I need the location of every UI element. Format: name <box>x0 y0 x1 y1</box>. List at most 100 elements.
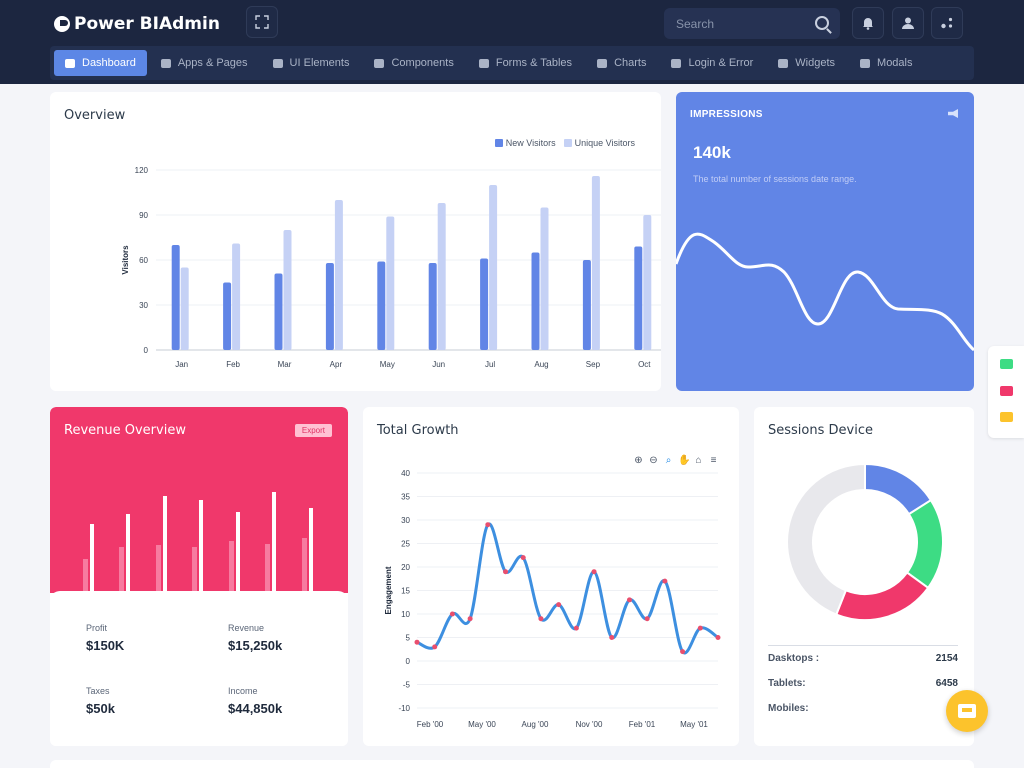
y-tick-label: 40 <box>401 469 410 478</box>
export-button[interactable]: Export <box>294 424 332 437</box>
impressions-value: 140k <box>693 143 731 162</box>
zoom-out-icon[interactable]: ⊖ <box>649 455 658 466</box>
pan-icon[interactable]: ✋ <box>678 455 691 466</box>
donut-slice-tablets <box>905 498 944 590</box>
revenue-bar-bg <box>119 547 124 593</box>
brand-logo[interactable]: Power BIAdmin <box>54 12 220 36</box>
x-tick-label: Jul <box>485 360 495 369</box>
nav-item-widgets[interactable]: Widgets <box>767 50 846 76</box>
growth-point <box>414 639 420 645</box>
y-tick-label: 25 <box>401 540 410 549</box>
profit-value: $150K <box>86 638 125 653</box>
nav-item-forms-tables[interactable]: Forms & Tables <box>468 50 583 76</box>
bar-unique-jul <box>489 185 498 350</box>
growth-point <box>644 616 650 622</box>
search-icon[interactable] <box>815 16 829 30</box>
y-tick-label: 0 <box>406 657 411 666</box>
growth-point <box>626 597 632 603</box>
legend-unique-visitors[interactable]: Unique Visitors <box>563 138 635 148</box>
nav-item-charts[interactable]: Charts <box>586 50 657 76</box>
nav-item-label: Forms & Tables <box>495 57 573 69</box>
camera-icon[interactable] <box>1000 359 1013 369</box>
growth-point <box>432 644 438 650</box>
revenue-label: Revenue <box>228 623 265 633</box>
y-tick-label: 0 <box>144 346 149 355</box>
notifications-button[interactable] <box>852 7 884 39</box>
x-tick-label: Sep <box>586 360 601 369</box>
revenue-bar <box>163 496 167 593</box>
revenue-card: Revenue Overview Export <box>50 407 348 746</box>
bar-new-apr <box>325 263 334 350</box>
expand-icon <box>255 15 269 29</box>
legend-new-visitors[interactable]: New Visitors <box>494 138 556 148</box>
folder-icon[interactable] <box>1000 412 1013 422</box>
x-tick-label: May <box>380 360 395 369</box>
bar-unique-jan <box>180 267 189 350</box>
bar-new-may <box>377 261 386 350</box>
growth-point <box>697 625 703 631</box>
home-icon[interactable]: ⌂ <box>695 455 702 466</box>
profile-button[interactable] <box>892 7 924 39</box>
donut-slice-mobiles <box>834 571 930 621</box>
nav-item-modals[interactable]: Modals <box>849 50 923 76</box>
revenue-bar-bg <box>192 547 197 593</box>
revenue-bar <box>272 492 276 593</box>
image-icon[interactable] <box>1000 386 1013 396</box>
bell-icon <box>863 18 873 30</box>
brand-icon <box>54 16 70 32</box>
brand-name: Power BIAdmin <box>74 14 220 34</box>
revenue-bar-bg <box>156 545 161 593</box>
apps-icon <box>941 17 953 29</box>
zoom-in-icon[interactable]: ⊕ <box>634 455 643 466</box>
quick-settings-panel <box>988 346 1024 438</box>
x-tick-label: Apr <box>330 360 343 369</box>
growth-point <box>662 578 668 584</box>
y-tick-label: -10 <box>398 704 410 713</box>
nav-item-apps-pages[interactable]: Apps & Pages <box>150 50 259 76</box>
overview-card: Overview New Visitors Unique Visitors 0 3… <box>50 92 661 391</box>
megaphone-icon <box>948 109 958 118</box>
growth-point <box>538 616 544 622</box>
revenue-bar-bg <box>229 541 234 593</box>
growth-point <box>467 616 473 622</box>
fullscreen-button[interactable] <box>246 6 278 38</box>
y-tick-label: 10 <box>401 610 410 619</box>
chat-button[interactable] <box>946 690 988 732</box>
x-tick-label: May '00 <box>468 720 496 729</box>
grid-icon <box>160 58 171 68</box>
top-header: Power BIAdmin Dashboard Apps & Pages UI El… <box>0 0 1024 84</box>
growth-point <box>556 602 562 608</box>
bar-unique-may <box>386 216 395 350</box>
taxes-label: Taxes <box>86 686 110 696</box>
session-row-desktops: Dasktops :2154 <box>768 653 958 664</box>
y-axis-label: Visitors <box>121 245 130 275</box>
growth-line-chart: -10 -5 0 5 10 15 20 25 30 35 40 Engagement Feb '00 Ma… <box>384 469 721 729</box>
impressions-card: IMPRESSIONS 140k The total number of ses… <box>676 92 974 391</box>
nav-item-login-error[interactable]: Login & Error <box>660 50 764 76</box>
nav-item-components[interactable]: Components <box>363 50 464 76</box>
bar-new-sep <box>582 260 591 350</box>
nav-item-label: Widgets <box>795 57 836 69</box>
y-tick-label: 120 <box>135 166 149 175</box>
zoom-select-icon[interactable]: ⌕ <box>665 455 672 466</box>
growth-point <box>520 555 526 561</box>
y-tick-label: 5 <box>406 634 411 643</box>
nav-item-ui-elements[interactable]: UI Elements <box>262 50 361 76</box>
bar-unique-apr <box>334 200 343 350</box>
revenue-bar <box>236 512 240 593</box>
growth-point <box>591 569 597 575</box>
donut-slice-other <box>786 462 866 616</box>
y-tick-label: 30 <box>139 301 148 310</box>
settings-button[interactable] <box>931 7 963 39</box>
session-row-mobiles: Mobiles:95 <box>768 703 958 714</box>
x-tick-label: Feb '01 <box>629 720 656 729</box>
search-input[interactable] <box>676 16 806 31</box>
bar-unique-jun <box>437 203 446 350</box>
nav-item-label: Dashboard <box>82 57 136 69</box>
overview-title: Overview <box>64 108 126 123</box>
menu-icon[interactable]: ≡ <box>710 455 717 466</box>
user-icon <box>902 17 914 29</box>
nav-item-dashboard[interactable]: Dashboard <box>54 50 147 76</box>
nav-item-label: Login & Error <box>688 57 754 69</box>
chart-icon <box>597 58 608 68</box>
